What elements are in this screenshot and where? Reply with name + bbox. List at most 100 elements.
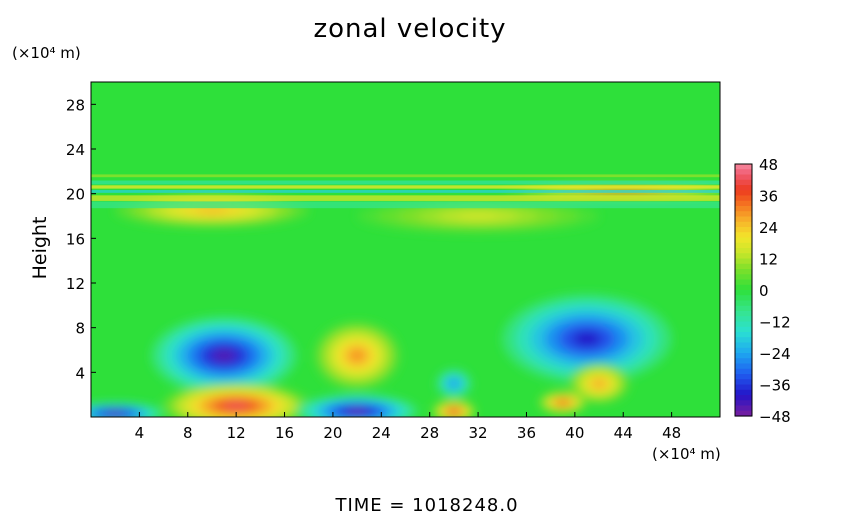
colorbar-tick-label: 48: [759, 156, 778, 174]
colorbar-segment: [735, 279, 752, 286]
plot-frame: [90, 81, 721, 418]
x-tick-label: 44: [614, 424, 633, 442]
x-tick-label: 40: [565, 424, 584, 442]
colorbar-segment: [735, 227, 752, 233]
time-footer: TIME = 1018248.0: [335, 495, 519, 516]
colorbar-segment: [735, 248, 752, 254]
colorbar-segment: [735, 379, 752, 386]
field-contour: [593, 380, 605, 387]
colorbar-segment: [735, 216, 752, 223]
jet-band: [91, 180, 720, 185]
colorbar-segment: [735, 389, 752, 396]
colorbar-segment: [735, 179, 752, 186]
y-tick-label: 16: [66, 230, 85, 248]
jet-band: [91, 185, 720, 189]
colorbar-segment: [735, 326, 752, 333]
colorbar-segment: [735, 274, 752, 281]
colorbar-segment: [735, 284, 752, 291]
colorbar-segment: [735, 164, 752, 170]
field-contour: [572, 331, 602, 347]
colorbar-segment: [735, 363, 752, 370]
y-tick-label: 8: [75, 320, 85, 338]
field-feature: [91, 402, 164, 417]
colorbar-segment: [735, 258, 752, 265]
x-axis-ticks: 4 8 12 16 20 24 28 32 36 40 44 48: [135, 412, 681, 442]
y-tick-label: 12: [66, 275, 85, 293]
jet-band: [91, 190, 720, 193]
field-feature: [296, 394, 418, 417]
colorbar-segment: [735, 342, 752, 349]
jet-band: [91, 195, 720, 201]
colorbar-tick-label: −36: [759, 377, 791, 395]
colorbar-segment: [735, 221, 752, 228]
field-contour: [347, 408, 368, 415]
colorbar-segment: [735, 195, 752, 202]
colorbar-segment: [735, 374, 752, 380]
y-axis-unit: (×10⁴ m): [12, 44, 81, 62]
colorbar-segment: [735, 269, 752, 275]
x-tick-label: 48: [662, 424, 681, 442]
plot-area: [91, 82, 720, 417]
field-contour: [450, 381, 457, 386]
colorbar-segment: [735, 384, 752, 391]
colorbar-segment: [735, 290, 752, 296]
x-tick-label: 28: [420, 424, 439, 442]
colorbar-tick-label: 24: [759, 219, 778, 237]
field-feature: [163, 383, 309, 417]
colorbar-segment: [735, 174, 752, 181]
y-tick-label: 20: [66, 186, 85, 204]
colorbar-tick-label: 0: [759, 282, 769, 300]
x-tick-label: 8: [183, 424, 193, 442]
colorbar-segment: [735, 263, 752, 270]
colorbar-segment: [735, 200, 752, 207]
field-feature: [435, 368, 473, 399]
field-contour: [350, 350, 365, 362]
colorbar-segment: [735, 185, 752, 191]
colorbar-tick-label: −24: [759, 345, 791, 363]
field-feature: [151, 316, 297, 395]
x-axis-unit: (×10⁴ m): [652, 445, 721, 463]
colorbar-segment: [735, 316, 752, 323]
colorbar-segment: [735, 237, 752, 244]
colorbar-segment: [735, 410, 752, 417]
colorbar-segment: [735, 337, 752, 344]
colorbar-tick-label: 12: [759, 251, 778, 269]
colorbar-segment: [735, 358, 752, 365]
field-contour: [558, 400, 567, 405]
colorbar-segment: [735, 295, 752, 302]
colorbar-segment: [735, 321, 752, 328]
colorbar-segment: [735, 400, 752, 407]
jet-band: [91, 201, 720, 209]
field-contour: [450, 409, 458, 414]
x-tick-label: 24: [372, 424, 391, 442]
y-axis-ticks: 4 8 12 16 20 24 28: [66, 96, 96, 382]
colorbar-segment: [735, 206, 752, 212]
colorbar-segment: [735, 253, 752, 260]
colorbar-tick-label: −48: [759, 408, 791, 426]
colorbar-segment: [735, 305, 752, 312]
colorbar-segment: [735, 169, 752, 176]
colorbar-segment: [735, 242, 752, 249]
field-feature: [538, 391, 587, 414]
field-contour: [195, 207, 229, 214]
x-tick-label: 36: [517, 424, 536, 442]
colorbar-segment: [735, 232, 752, 239]
colorbar-segment: [735, 311, 752, 317]
colorbar-segment: [735, 347, 752, 354]
y-tick-label: 24: [66, 141, 85, 159]
field-contour: [107, 411, 124, 416]
colorbar-segment: [735, 353, 752, 359]
jet-band: [91, 174, 720, 178]
colorbar-segment: [735, 368, 752, 375]
x-tick-label: 32: [469, 424, 488, 442]
colorbar: 48 36 24 12 0 −12 −24 −36 −48: [734, 156, 791, 426]
x-tick-label: 4: [135, 424, 145, 442]
colorbar-segment: [735, 300, 752, 307]
x-tick-label: 12: [227, 424, 246, 442]
field-feature: [502, 294, 672, 384]
colorbar-tick-label: −12: [759, 314, 791, 332]
field-contour: [211, 349, 237, 363]
field-feature: [314, 322, 400, 390]
colorbar-segment: [735, 405, 752, 412]
